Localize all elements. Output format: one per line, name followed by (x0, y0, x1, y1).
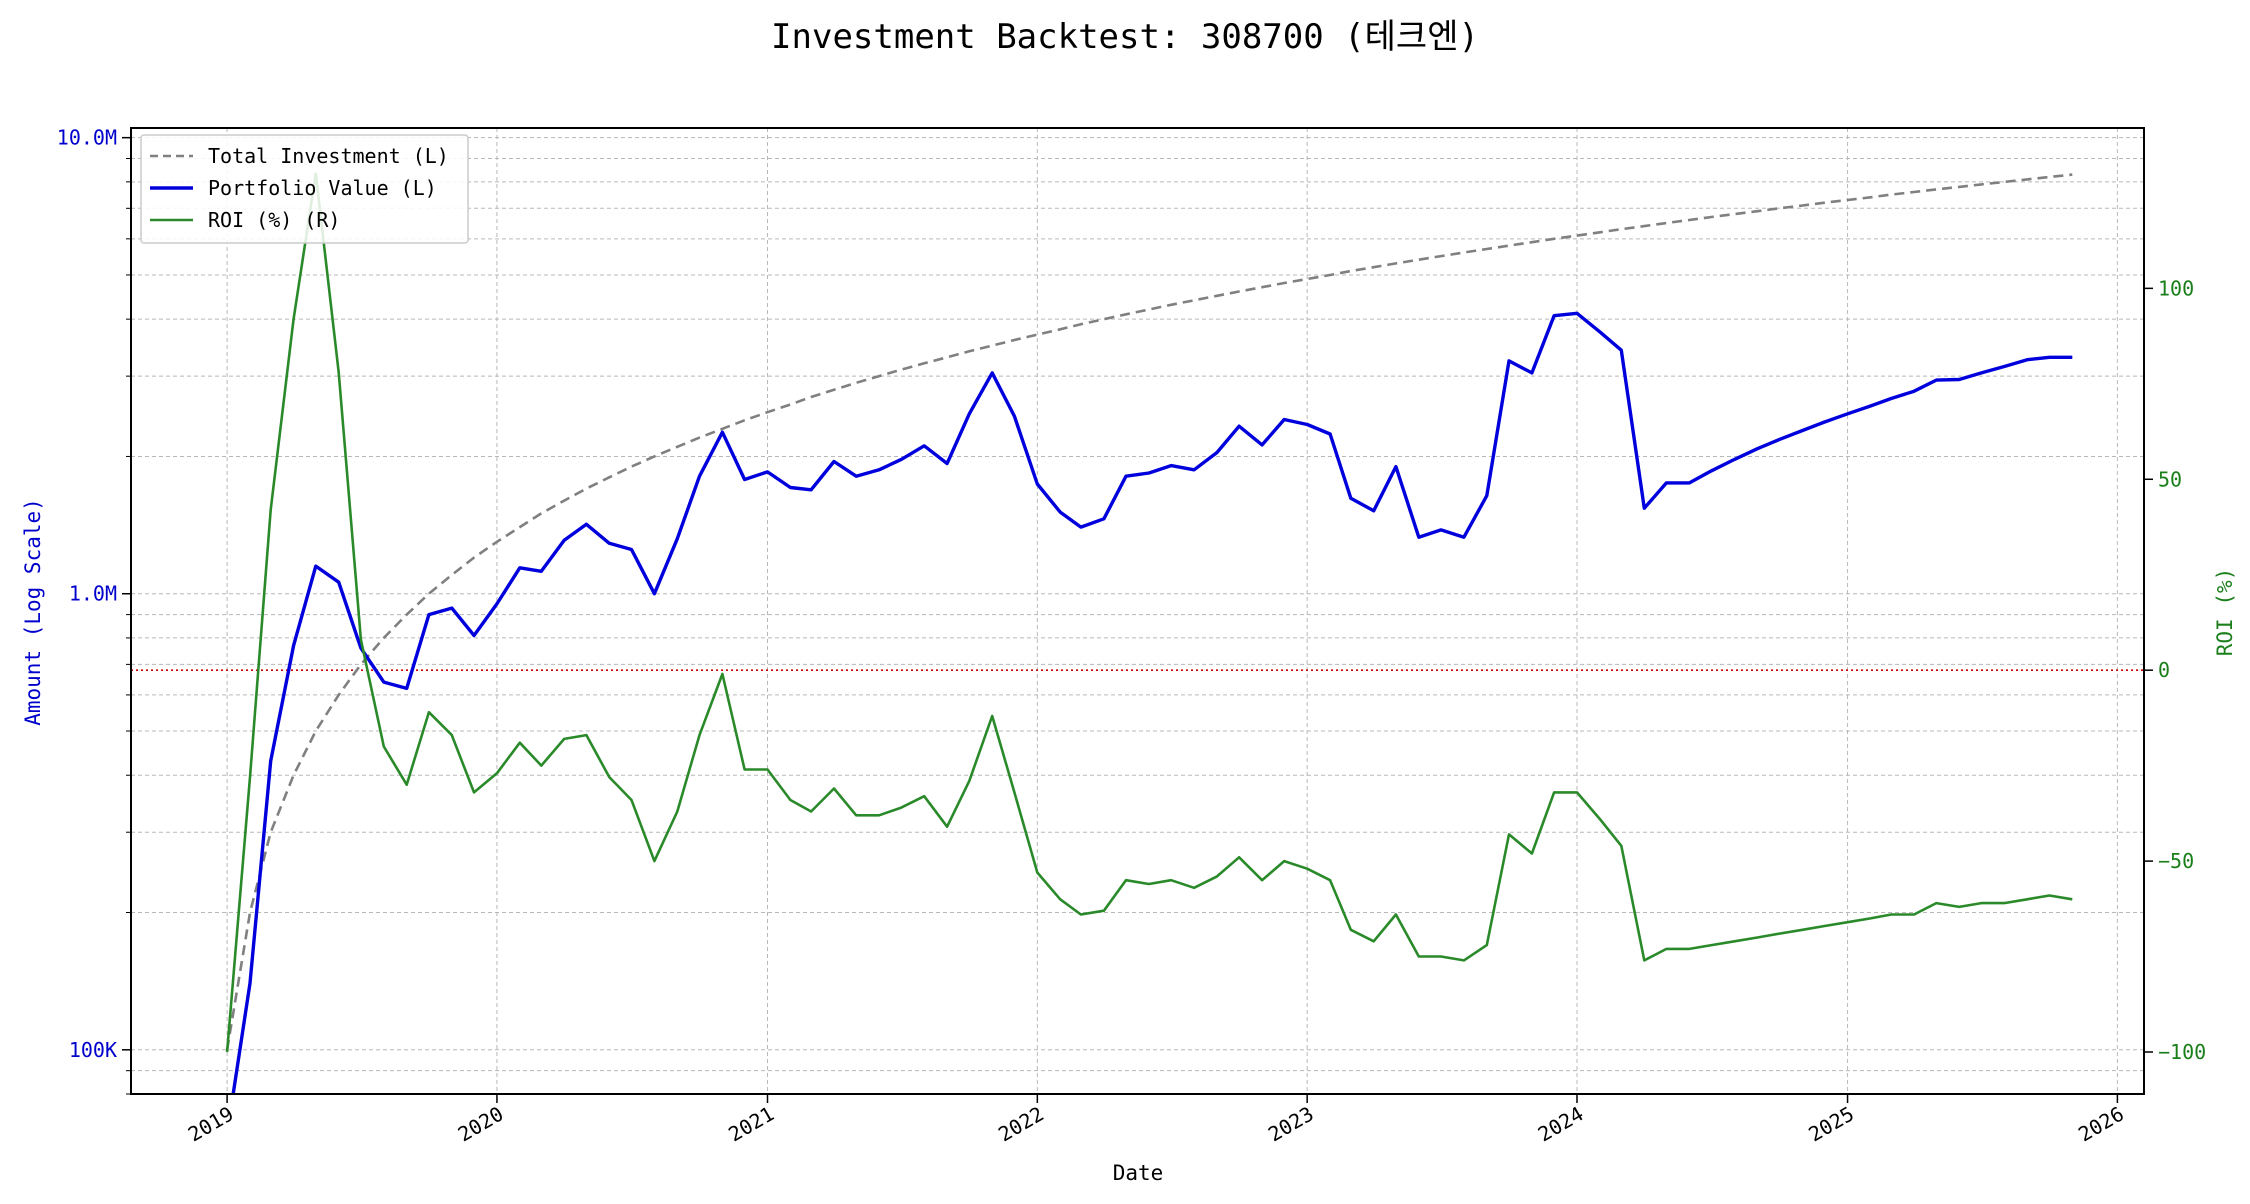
y-left-tick-label: 10.0M (57, 126, 117, 150)
y-right-tick-label: 100 (2158, 276, 2194, 300)
chart-title: Investment Backtest: 308700 (테크엔) (771, 17, 1479, 57)
series-line-0 (225, 173, 2073, 1051)
plot-frame (130, 127, 2145, 1095)
legend: Total Investment (L) Portfolio Value (L) R… (140, 134, 469, 244)
y-right-tick-label: −50 (2158, 849, 2194, 873)
series-line-2 (225, 172, 2073, 1053)
y-right-tick-label: −100 (2158, 1040, 2206, 1064)
legend-label-1: Portfolio Value (L) (208, 176, 437, 200)
y-left-axis-label: Amount (Log Scale) (21, 498, 45, 726)
legend-label-0: Total Investment (L) (208, 144, 449, 168)
series-lines (225, 172, 2073, 1094)
grid-lines (131, 128, 2144, 1095)
y-left-tick-label: 100K (69, 1038, 117, 1062)
legend-label-2: ROI (%) (R) (208, 208, 340, 232)
y-right-tick-label: 50 (2158, 467, 2182, 491)
x-axis-label: Date (1113, 1161, 1164, 1185)
y-right-tick-label: 0 (2158, 658, 2170, 682)
y-left-tick-label: 1.0M (69, 582, 117, 606)
y-right-axis-label: ROI (%) (2213, 568, 2237, 657)
legend-box (140, 134, 469, 244)
series-line-1 (231, 311, 2073, 1094)
